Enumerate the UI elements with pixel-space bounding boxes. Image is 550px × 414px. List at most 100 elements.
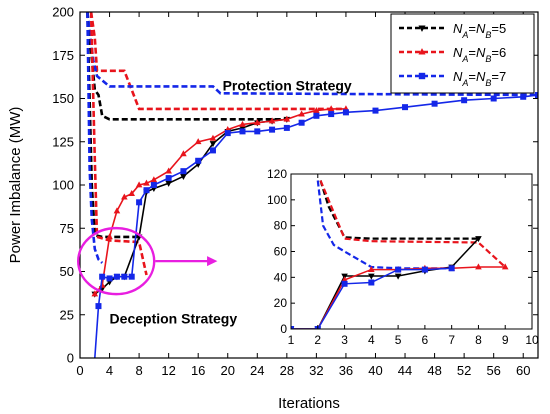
inset-series-group [291,180,509,329]
y-tick-label: 150 [52,91,74,106]
y-tick-label: 125 [52,134,74,149]
series-n6-point [143,179,150,186]
legend-label-n6-part: N [453,45,463,60]
x-tick-label: 0 [76,363,83,378]
inset-series-n7-point [448,265,455,272]
series-n7-point [431,100,438,107]
series-n7-point [113,273,120,280]
series-n6-point [150,176,158,183]
legend-label-n5-part: = [468,21,476,36]
series-n7-point [490,95,497,102]
series-n5-main-line [94,118,287,295]
series-n7-point [461,97,468,104]
series-n7-point [239,128,246,135]
series-n7-point [136,199,143,206]
inset-x-tick-label: 2 [314,333,321,347]
series-n7-point [342,109,349,116]
y-axis-label: Power Imbalance (MW) [7,107,24,264]
legend-marker-n6 [418,48,426,55]
series-n6-point [209,134,217,141]
main-series-group [86,12,538,358]
x-tick-label: 4 [106,363,113,378]
series-n7-point [269,126,276,133]
inset-x-tick-label: 8 [475,333,482,347]
x-tick-label: 32 [309,363,323,378]
series-n6-point [121,193,128,200]
inset-series-n5-point [368,273,375,280]
legend-label-n6-part: =6 [491,45,506,60]
series-n6-point [165,167,172,174]
legend-marker-n7 [418,72,426,80]
series-n6-point [135,181,143,188]
series-n7-point [224,130,231,137]
legend-label-n7-part: = [468,69,476,84]
y-tick-label: 0 [67,351,74,366]
series-n6-point [268,117,276,124]
legend-label-n5-part: =5 [491,21,506,36]
inset-x-tick-label: 1 [288,333,295,347]
inset-series-n6-line [319,180,506,268]
x-tick-label: 52 [457,363,471,378]
series-n7-point [328,111,335,118]
inset-x-tick-label: 9 [502,333,509,347]
series-n6-point [91,290,99,297]
legend-label-n6-part: A [461,54,468,64]
x-tick-label: 12 [161,363,175,378]
inset-y-tick-label: 40 [274,270,288,284]
inset-y-tick-label: 60 [274,245,288,259]
inset-x-tick-label: 7 [448,333,455,347]
x-tick-label: 8 [135,363,142,378]
series-n7-point [283,124,290,131]
series-n7-point [254,128,261,135]
series-n7-point [402,104,409,111]
series-n6-point [106,233,113,240]
series-n6-point [283,115,291,122]
inset-y-tick-label: 80 [274,219,288,233]
y-tick-label: 100 [52,178,74,193]
highlight-ellipse [76,226,156,296]
x-tick-label: 40 [368,363,382,378]
x-tick-label: 36 [339,363,353,378]
legend-label-n6: NA=NB=6 [453,45,506,64]
series-n6-point [313,107,320,114]
inset-series-n7-point [421,266,428,273]
legend-label-n5: NA=NB=5 [453,21,506,40]
legend-label-n5-part: N [476,21,486,36]
series-n7-point [143,187,150,194]
series-n6-protection-line [89,12,346,111]
series-n6-main-line [94,108,346,295]
series-n6-point [128,190,136,197]
inset-series-n6-point [475,263,482,270]
legend-label-n7-part: =7 [491,69,506,84]
series-n6-point [113,207,121,214]
highlight-arrow-head [207,256,218,267]
legend-label-n6-part: = [468,45,476,60]
annotation-deception: Deception Strategy [110,310,238,326]
inset-x-tick-label: 10 [525,333,539,347]
inset-series-n7-point [291,326,294,329]
series-n7-deception-line [86,12,104,264]
inset-x-tick-label: 3 [341,333,348,347]
x-tick-label: 20 [221,363,235,378]
inset-series-n7-point [395,266,402,273]
legend-label-n7-part: A [461,78,468,88]
series-n7-point [165,175,172,182]
legend-label-n6-part: N [476,45,486,60]
inset-y-tick-label: 20 [274,296,288,310]
inset-series-n7-point [368,279,375,286]
y-tick-label: 75 [60,221,74,236]
series-n7-point [372,107,379,114]
inset-y-tick-label: 100 [267,193,287,207]
x-tick-label: 60 [516,363,530,378]
series-n5-point [180,173,187,180]
x-tick-label: 48 [427,363,441,378]
series-n6-point [253,119,261,126]
inset-series-n7-line [316,180,452,270]
legend: NA=NB=5NA=NB=6NA=NB=7 [390,13,535,94]
series-n7-point [209,147,216,154]
x-tick-label: 24 [250,363,264,378]
main-plot: 0 4 8 12 16 20 24 28 32 36 40 44 48 52 56 6002550751001… [52,5,539,378]
